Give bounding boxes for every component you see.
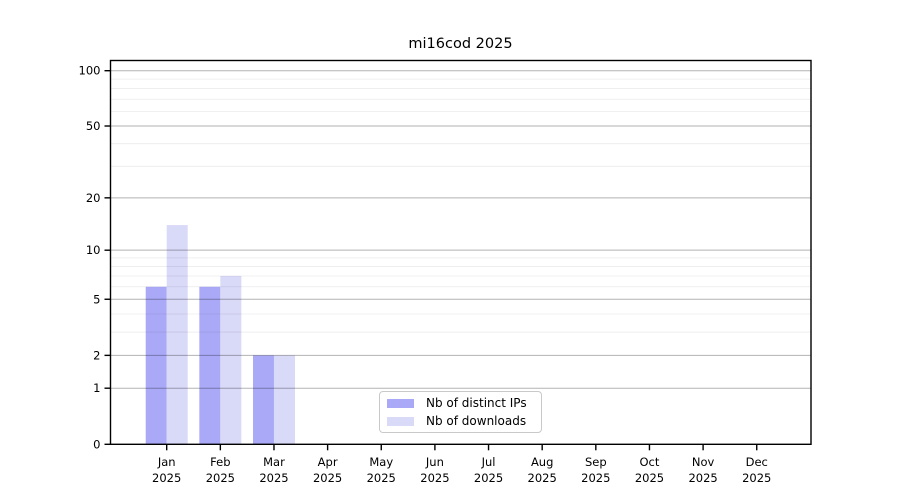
x-tick-label-year-mar: 2025 xyxy=(259,471,288,485)
x-tick-label-year-jul: 2025 xyxy=(474,471,503,485)
x-tick-label-month-nov: Nov xyxy=(692,455,715,469)
x-tick-label-month-apr: Apr xyxy=(318,455,338,469)
y-tick-label-20: 20 xyxy=(86,191,101,205)
y-tick-label-100: 100 xyxy=(79,64,101,78)
bar-nb-of-downloads-jan xyxy=(166,225,188,445)
x-tick-label-year-aug: 2025 xyxy=(528,471,557,485)
x-tick-label-month-may: May xyxy=(369,455,393,469)
legend-swatch-distinct-ips xyxy=(387,398,414,408)
x-tick-label-month-feb: Feb xyxy=(210,455,230,469)
x-tick-label-month-sep: Sep xyxy=(585,455,607,469)
bar-nb-of-distinct-ips-mar xyxy=(252,355,274,445)
bar-nb-of-distinct-ips-jan xyxy=(145,286,167,445)
x-tick-label-year-apr: 2025 xyxy=(313,471,342,485)
x-tick-label-year-feb: 2025 xyxy=(206,471,235,485)
y-tick-label-2: 2 xyxy=(93,348,100,362)
x-tick-label-month-dec: Dec xyxy=(746,455,768,469)
legend-item-distinct-ips: Nb of distinct IPs xyxy=(387,396,541,410)
x-tick-label-month-jul: Jul xyxy=(481,455,496,469)
y-tick-label-10: 10 xyxy=(86,243,101,257)
legend-swatch-downloads xyxy=(387,416,414,426)
x-tick-label-month-jan: Jan xyxy=(157,455,176,469)
x-tick-label-year-may: 2025 xyxy=(367,471,396,485)
bar-nb-of-downloads-feb xyxy=(220,275,242,445)
x-tick-label-year-nov: 2025 xyxy=(688,471,717,485)
x-tick-label-month-oct: Oct xyxy=(640,455,660,469)
x-tick-label-year-jun: 2025 xyxy=(420,471,449,485)
legend-item-downloads: Nb of downloads xyxy=(387,414,541,428)
x-tick-label-year-oct: 2025 xyxy=(635,471,664,485)
legend: Nb of distinct IPs Nb of downloads xyxy=(379,391,542,433)
x-tick-label-year-jan: 2025 xyxy=(152,471,181,485)
x-tick-label-year-sep: 2025 xyxy=(581,471,610,485)
y-tick-label-1: 1 xyxy=(93,381,100,395)
x-tick-label-month-mar: Mar xyxy=(263,455,285,469)
y-tick-label-50: 50 xyxy=(86,119,101,133)
x-tick-label-year-dec: 2025 xyxy=(742,471,771,485)
legend-label-downloads: Nb of downloads xyxy=(426,414,527,428)
y-tick-label-0: 0 xyxy=(93,437,100,451)
x-tick-label-month-jun: Jun xyxy=(425,455,444,469)
chart-title: mi16cod 2025 xyxy=(408,36,513,52)
plot-spines xyxy=(109,59,812,445)
y-tick-label-5: 5 xyxy=(93,292,100,306)
x-tick-label-month-aug: Aug xyxy=(531,455,553,469)
legend-label-distinct-ips: Nb of distinct IPs xyxy=(426,396,527,410)
bar-nb-of-distinct-ips-feb xyxy=(199,286,221,445)
bar-nb-of-downloads-mar xyxy=(273,355,295,445)
